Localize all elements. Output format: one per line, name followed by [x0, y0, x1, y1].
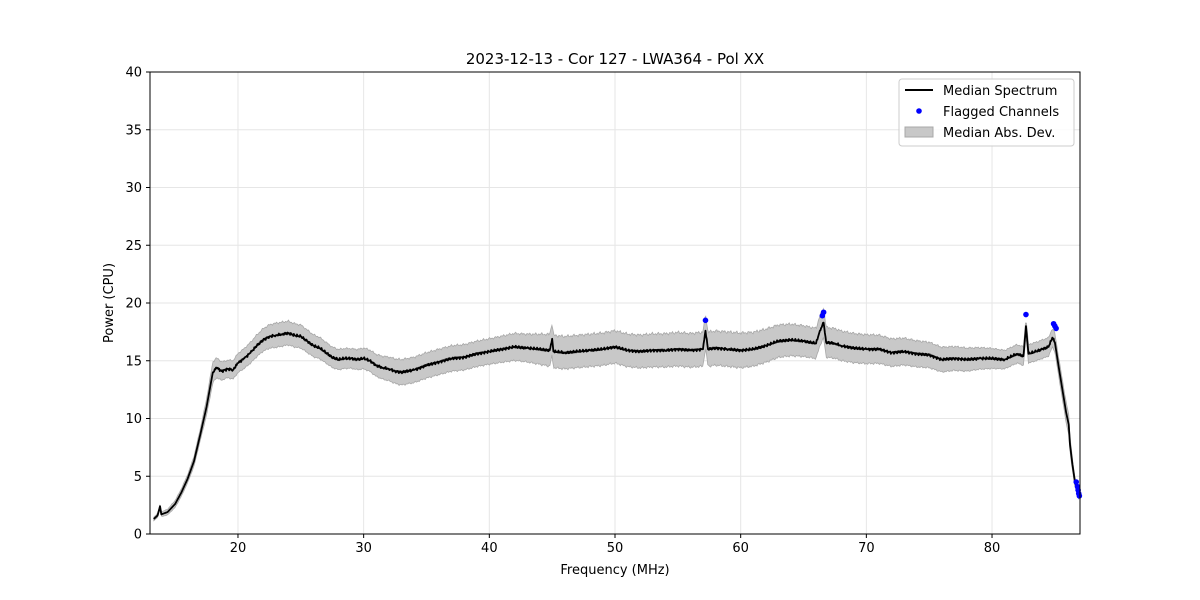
tick-layer: 20 30 40 50 60 70 80 0 5 10 15 20 25 30 35 40 — [125, 66, 1000, 557]
legend: Median Spectrum Flagged Channels Median … — [898, 78, 1075, 147]
y-tick-label: 5 — [134, 470, 142, 485]
legend-flagged-label: Flagged Channels — [943, 105, 1059, 120]
x-tick-label: 60 — [732, 541, 749, 556]
legend-box — [898, 78, 1075, 147]
legend-median-label: Median Spectrum — [943, 84, 1057, 99]
x-tick-label: 80 — [984, 541, 1001, 556]
x-tick-label: 20 — [230, 541, 247, 556]
flagged-channel-point — [1076, 493, 1083, 499]
mad-band — [153, 307, 1080, 522]
y-tick-label: 40 — [125, 66, 142, 81]
y-tick-label: 0 — [134, 528, 142, 543]
x-tick-label: 50 — [607, 541, 624, 556]
grid-layer — [150, 71, 1080, 535]
legend-flagged-swatch — [916, 108, 922, 114]
plot-layer — [153, 307, 1083, 522]
plot-frame — [149, 71, 1081, 535]
x-tick-label: 70 — [858, 541, 875, 556]
flagged-channel-point — [820, 309, 827, 316]
y-tick-label: 30 — [125, 181, 142, 196]
y-tick-label: 25 — [125, 239, 142, 254]
legend-mad-label: Median Abs. Dev. — [943, 126, 1055, 141]
y-axis-label: Power (CPU) — [102, 263, 117, 343]
x-axis-label: Frequency (MHz) — [560, 563, 669, 578]
flagged-channel-point — [702, 317, 709, 324]
legend-mad-swatch — [904, 126, 934, 138]
y-tick-label: 15 — [125, 354, 142, 369]
y-tick-label: 20 — [125, 297, 142, 312]
median-spectrum-line — [153, 321, 1080, 520]
chart-title: 2023-12-13 - Cor 127 - LWA364 - Pol XX — [466, 50, 764, 68]
y-tick-label: 10 — [125, 412, 142, 427]
flagged-channel-point — [1053, 325, 1059, 332]
x-tick-label: 30 — [355, 541, 372, 556]
x-tick-label: 40 — [481, 541, 498, 556]
y-tick-label: 35 — [125, 123, 142, 138]
flagged-channel-point — [1023, 311, 1029, 318]
flagged-channel-point — [1073, 479, 1080, 485]
